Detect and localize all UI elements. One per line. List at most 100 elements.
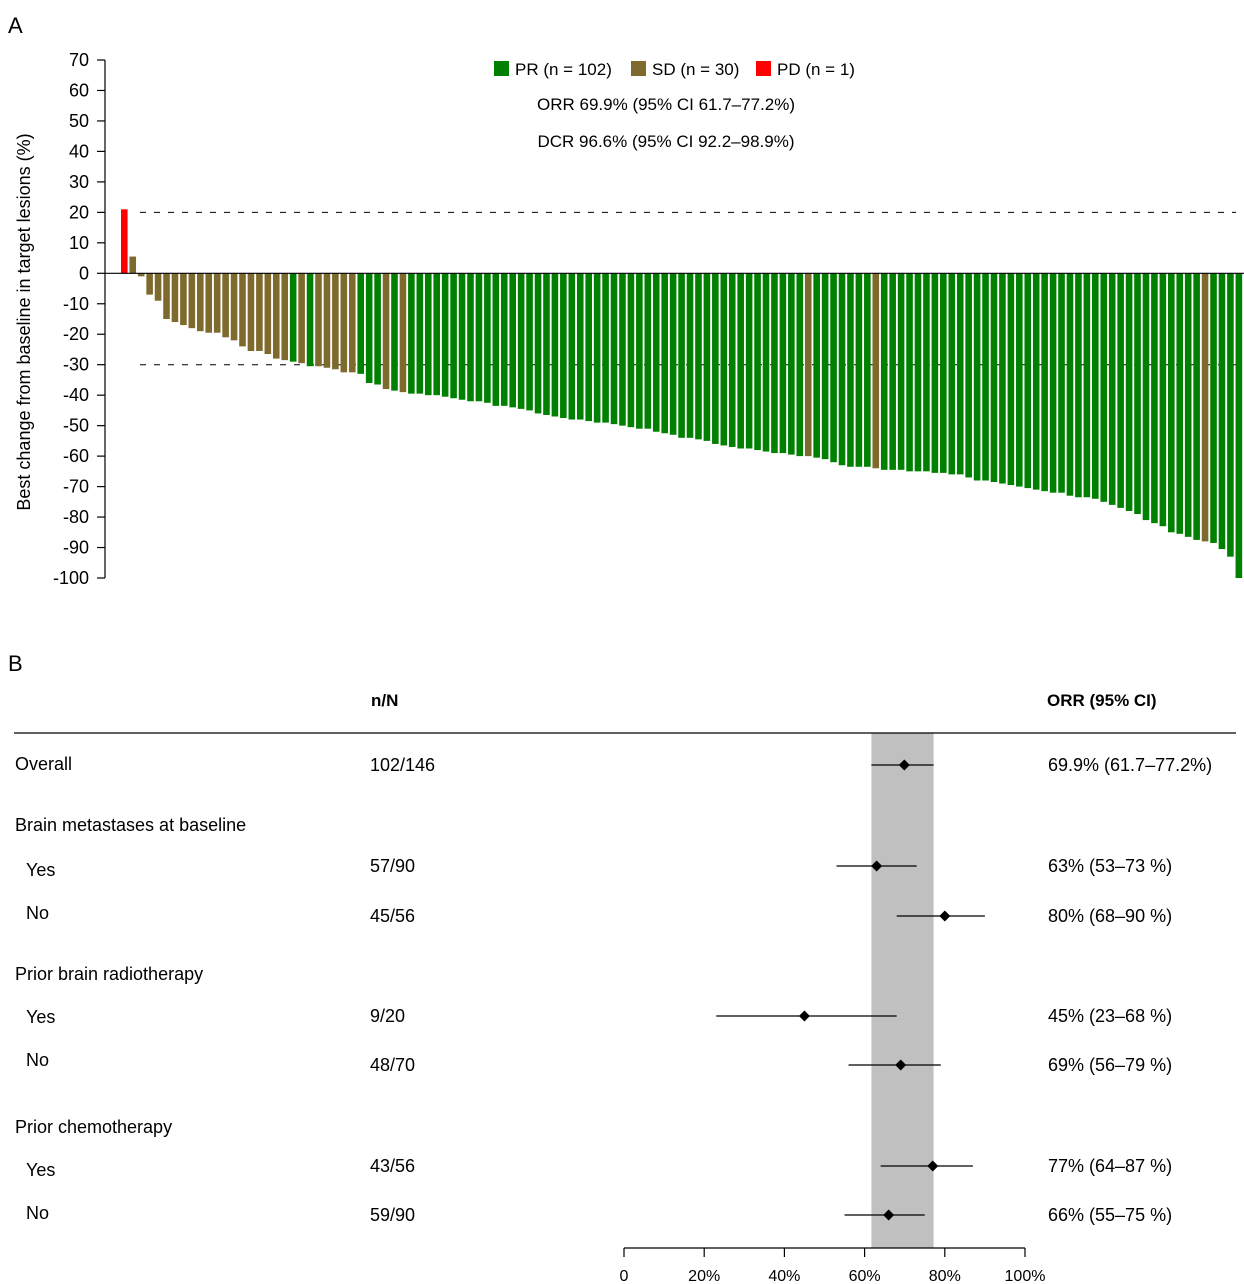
y-tick-label: -90 [63,538,89,558]
waterfall-bar [940,273,947,473]
forest-row: Overall 102/146 69.9% (61.7–77.2%) [15,754,1212,775]
waterfall-bar [965,273,972,477]
y-tick-label: 70 [69,50,89,70]
waterfall-bar [518,273,525,409]
legend-label-pd: PD (n = 1) [777,60,855,79]
header-n: n/N [371,691,398,710]
waterfall-bar [695,273,702,439]
waterfall-y-axis: 70 60 50 40 30 20 10 0 -10 -20 -30 -40 -50 -60 -70 -80 -… [53,50,105,588]
panel-b-label: B [8,651,23,676]
row-label: Prior chemotherapy [15,1117,172,1137]
forest-plot: n/N ORR (95% CI) Overall 102/146 69.9% (61… [14,691,1236,1284]
row-label: No [26,1050,49,1070]
waterfall-bar [974,273,981,480]
y-tick-label: 50 [69,111,89,131]
overall-ci-band [871,733,933,1248]
waterfall-bar [982,273,989,480]
waterfall-bar [417,273,424,393]
waterfall-bar [957,273,964,474]
waterfall-bar [501,273,508,406]
waterfall-bar [847,273,854,466]
waterfall-bar [780,273,787,453]
row-orr: 66% (55–75 %) [1048,1205,1172,1225]
waterfall-bar [265,273,272,354]
row-n: 43/56 [370,1156,415,1176]
row-label: Overall [15,754,72,774]
waterfall-bar [1084,273,1091,497]
waterfall-bar [1024,273,1031,488]
waterfall-bar [400,273,407,392]
waterfall-bar [670,273,677,434]
waterfall-bar [923,273,930,471]
waterfall-bar [611,273,618,424]
waterfall-bar [163,273,170,319]
waterfall-bar [813,273,820,457]
y-tick-label: -30 [63,355,89,375]
waterfall-bar [898,273,905,470]
waterfall-bar [1143,273,1150,520]
waterfall-bar [864,273,871,466]
waterfall-bar [1227,273,1234,556]
waterfall-bar [484,273,491,403]
waterfall-bar [1109,273,1116,505]
waterfall-bar [1100,273,1107,502]
waterfall-bar [433,273,440,395]
waterfall-bar [374,273,381,384]
waterfall-bar [189,273,196,328]
row-n: 45/56 [370,906,415,926]
y-tick-label: 10 [69,233,89,253]
waterfall-bar [459,273,466,399]
waterfall-bar [214,273,221,332]
orr-annotation: ORR 69.9% (95% CI 61.7–77.2%) [537,95,795,114]
x-tick-label: 20% [688,1268,720,1284]
waterfall-bar [1236,273,1243,578]
waterfall-bar [493,273,500,406]
row-label: Prior brain radiotherapy [15,964,203,984]
waterfall-bar [585,273,592,421]
waterfall-bar [906,273,913,471]
waterfall-bar [1092,273,1099,498]
waterfall-bar [357,273,364,374]
row-orr: 80% (68–90 %) [1048,906,1172,926]
row-orr: 77% (64–87 %) [1048,1156,1172,1176]
waterfall-bar [839,273,846,465]
y-tick-label: -60 [63,446,89,466]
waterfall-bar [737,273,744,448]
row-n: 57/90 [370,856,415,876]
waterfall-bar [1151,273,1158,523]
y-tick-label: -50 [63,416,89,436]
legend-label-pr: PR (n = 102) [515,60,612,79]
waterfall-bar [231,273,238,340]
waterfall-bar [932,273,939,473]
waterfall-bar [678,273,685,438]
waterfall-bar [1067,273,1074,495]
row-n: 59/90 [370,1205,415,1225]
waterfall-bar [805,273,812,456]
waterfall-bar [569,273,576,419]
row-label: Yes [26,1007,55,1027]
waterfall-bar [1185,273,1192,537]
forest-row: No 45/56 80% (68–90 %) [26,903,1172,926]
y-tick-label: 40 [69,141,89,161]
waterfall-bar [712,273,719,444]
forest-row: No 59/90 66% (55–75 %) [26,1203,1172,1225]
waterfall-bar [948,273,955,474]
waterfall-bar [172,273,179,322]
forest-group-header: Prior chemotherapy [15,1117,172,1137]
row-n: 9/20 [370,1006,405,1026]
x-tick-label: 60% [849,1268,881,1284]
waterfall-bar [729,273,736,447]
waterfall-bar [408,273,415,393]
waterfall-bar [645,273,652,428]
y-tick-label: 60 [69,80,89,100]
waterfall-bar [1075,273,1082,497]
x-tick-label: 40% [768,1268,800,1284]
waterfall-bar [881,273,888,470]
panel-a-label: A [8,13,23,38]
waterfall-bar [636,273,643,428]
waterfall-bar [560,273,567,418]
waterfall-bar [628,273,635,427]
y-tick-label: -70 [63,477,89,497]
